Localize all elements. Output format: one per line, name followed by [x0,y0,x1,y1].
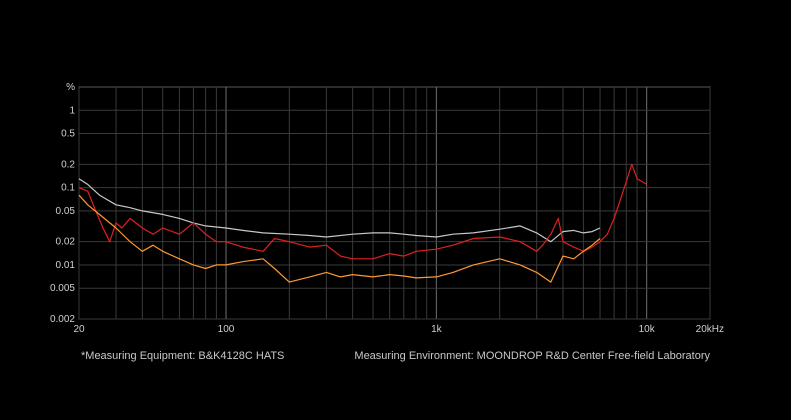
series-layer [78,163,648,283]
series-line-2 [78,163,648,260]
y-tick-label: 0.01 [56,260,76,271]
x-tick-label: 20 [73,324,85,335]
plot-area [78,86,711,320]
x-tick-label: 100 [218,324,235,335]
x-tick-label: 1k [431,324,443,335]
measuring-equipment-note: *Measuring Equipment: B&K4128C HATS [81,350,285,362]
y-tick-label: 0.5 [61,129,75,140]
series-line-3 [78,194,601,283]
x-tick-label: 20kHz [696,324,724,335]
y-tick-label: 0.2 [61,159,75,170]
y-tick-label: 0.05 [56,206,76,217]
y-tick-label: 1 [69,105,75,116]
x-tick-label: 10k [639,324,656,335]
y-tick-label: 0.1 [61,183,75,194]
series-line-1 [78,178,601,243]
y-tick-label: 0.02 [56,237,76,248]
y-tick-label: 0.002 [50,314,75,325]
grid [78,87,711,320]
y-unit-label: % [66,82,75,93]
measuring-environment-note: Measuring Environment: MOONDROP R&D Cent… [354,350,710,362]
y-tick-label: 0.005 [50,283,75,294]
